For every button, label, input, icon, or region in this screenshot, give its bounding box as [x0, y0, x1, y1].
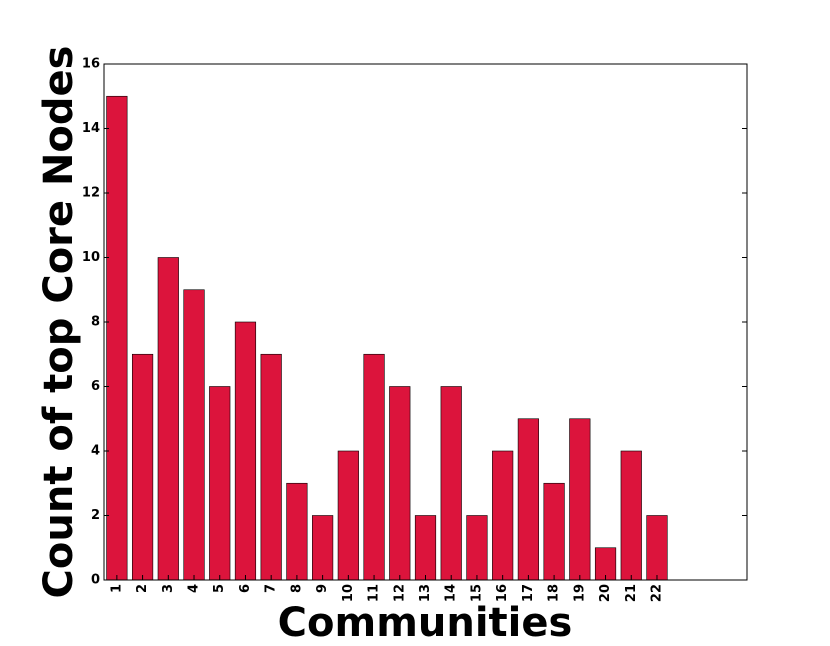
x-tick-label: 11 — [367, 584, 382, 602]
x-tick-label: 4 — [187, 584, 202, 593]
bar-4 — [183, 289, 205, 581]
bar-12 — [389, 386, 411, 581]
bar-3 — [157, 257, 179, 581]
x-axis-title: Communities — [278, 600, 573, 646]
x-tick-label: 1 — [109, 584, 124, 593]
x-tick-label: 14 — [444, 584, 459, 602]
x-axis-ticks: 1 2 3 4 5 6 7 8 9 10 11 12 13 14 15 16 17 18 19 20 21 22 — [109, 575, 664, 602]
x-tick-label: 9 — [315, 584, 330, 593]
x-tick-label: 7 — [264, 584, 279, 593]
x-tick-label: 16 — [495, 584, 510, 602]
x-tick-label: 18 — [547, 584, 562, 602]
bar-1 — [106, 95, 128, 581]
bar-16 — [492, 450, 514, 581]
bar-10 — [337, 450, 359, 581]
y-axis-ticks: 0 2 4 6 8 10 12 14 16 — [82, 57, 747, 588]
x-tick-label: 17 — [521, 584, 536, 602]
y-tick-label: 12 — [82, 186, 100, 201]
bar-2 — [131, 353, 154, 581]
y-tick-label: 4 — [91, 444, 100, 459]
x-tick-label: 13 — [418, 584, 433, 602]
bar-5 — [209, 386, 231, 581]
x-tick-label: 2 — [135, 584, 150, 593]
x-tick-label: 10 — [341, 584, 356, 602]
x-tick-label: 21 — [624, 584, 639, 602]
bar-13 — [414, 515, 437, 581]
x-tick-label: 3 — [161, 584, 176, 593]
y-axis-title: Count of top Core Nodes — [36, 46, 82, 599]
bar-8 — [286, 482, 308, 581]
y-tick-label: 14 — [82, 121, 100, 136]
bar-6 — [234, 321, 257, 581]
y-tick-label: 16 — [82, 57, 100, 72]
y-tick-label: 6 — [91, 379, 100, 394]
bar-11 — [363, 353, 385, 581]
y-tick-label: 8 — [91, 315, 100, 330]
x-tick-label: 5 — [212, 584, 227, 593]
bar-7 — [260, 353, 282, 581]
x-tick-label: 8 — [289, 584, 304, 593]
x-tick-label: 12 — [392, 584, 407, 602]
x-tick-label: 15 — [469, 584, 484, 602]
bar-9 — [312, 515, 334, 581]
y-tick-label: 0 — [91, 573, 100, 588]
x-tick-label: 19 — [572, 584, 587, 602]
bar-21 — [620, 450, 642, 581]
x-tick-label: 6 — [238, 584, 253, 593]
bars-group — [106, 95, 668, 581]
bar-18 — [543, 482, 565, 581]
y-tick-label: 10 — [82, 250, 100, 265]
bar-19 — [569, 418, 591, 581]
bar-15 — [466, 515, 488, 581]
y-tick-label: 2 — [91, 508, 100, 523]
bar-22 — [646, 515, 668, 581]
bar-14 — [440, 386, 462, 581]
bar-17 — [517, 418, 539, 581]
x-tick-label: 22 — [649, 584, 664, 602]
x-tick-label: 20 — [598, 584, 613, 602]
